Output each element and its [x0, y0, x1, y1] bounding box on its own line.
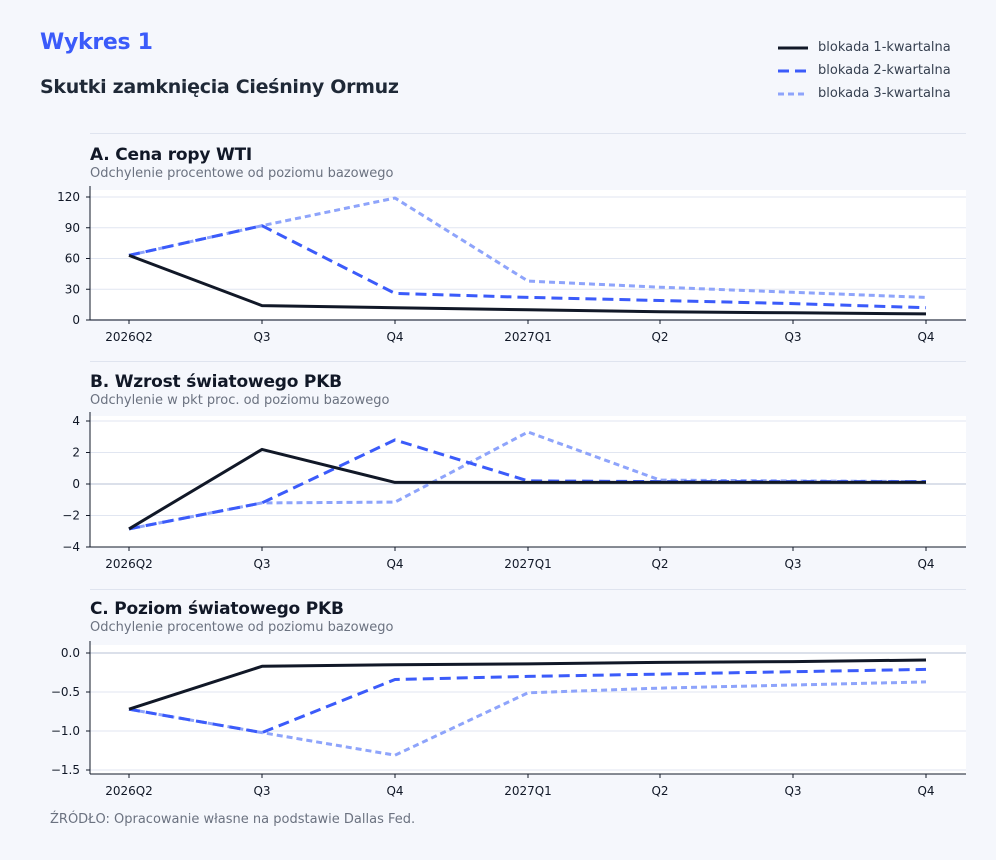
- series-line-3q: [128, 196, 927, 299]
- x-tick-label: 2026Q2: [105, 784, 153, 798]
- x-tick-label: Q4: [386, 784, 403, 798]
- legend-label: blokada 2-kwartalna: [818, 63, 951, 78]
- divider: [90, 133, 966, 134]
- x-tick-label: Q3: [784, 557, 801, 571]
- y-tick-label: 90: [65, 221, 80, 235]
- x-tick-label: 2027Q1: [504, 557, 552, 571]
- legend-item-3q: blokada 3-kwartalna: [776, 82, 951, 105]
- legend-label: blokada 1-kwartalna: [818, 40, 951, 55]
- y-tick-label: −0.5: [51, 685, 80, 699]
- source-note: ŹRÓDŁO: Opracowanie własne na podstawie …: [50, 812, 416, 827]
- x-tick-label: Q4: [386, 330, 403, 344]
- y-tick-label: −4: [62, 540, 80, 554]
- figure-title: Skutki zamknięcia Cieśniny Ormuz: [40, 76, 399, 98]
- y-tick-label: 0: [72, 477, 80, 491]
- plot-area: [90, 190, 966, 320]
- x-tick-label: Q4: [917, 784, 934, 798]
- panel-a-title: A. Cena ropy WTI: [90, 145, 253, 165]
- x-tick-label: Q2: [651, 784, 668, 798]
- y-tick-label: 2: [72, 446, 80, 460]
- y-tick-label: 30: [65, 282, 80, 296]
- series-line-1q: [128, 253, 927, 316]
- figure-label: Wykres 1: [40, 30, 153, 55]
- x-tick-label: Q3: [253, 557, 270, 571]
- y-tick-label: 0.0: [61, 646, 80, 660]
- panel-c-subtitle: Odchylenie procentowe od poziomu bazoweg…: [90, 620, 394, 635]
- legend-item-2q: blokada 2-kwartalna: [776, 59, 951, 82]
- x-tick-label: Q3: [784, 330, 801, 344]
- series-line-2q: [128, 224, 927, 310]
- series-line-3q: [128, 680, 927, 757]
- x-tick-label: Q4: [386, 557, 403, 571]
- series-line-1q: [128, 658, 927, 711]
- divider: [90, 589, 966, 590]
- y-tick-label: 4: [72, 414, 80, 428]
- x-tick-label: Q3: [253, 330, 270, 344]
- divider: [90, 361, 966, 362]
- y-tick-label: 120: [57, 190, 80, 204]
- y-tick-label: −1.5: [51, 763, 80, 777]
- legend: blokada 1-kwartalna blokada 2-kwartalna …: [776, 36, 951, 105]
- series-line-2q: [128, 667, 927, 735]
- panel-b-title: B. Wzrost światowego PKB: [90, 372, 342, 392]
- plot-area: [90, 645, 966, 774]
- x-tick-label: Q4: [917, 557, 934, 571]
- panel-c-title: C. Poziom światowego PKB: [90, 599, 344, 619]
- series-line-1q: [128, 447, 926, 531]
- x-tick-label: Q3: [253, 784, 270, 798]
- legend-label: blokada 3-kwartalna: [818, 86, 951, 101]
- y-tick-label: 0: [72, 313, 80, 327]
- x-tick-label: Q2: [651, 557, 668, 571]
- y-tick-label: −1.0: [51, 724, 80, 738]
- panel-a-subtitle: Odchylenie procentowe od poziomu bazoweg…: [90, 166, 394, 181]
- x-tick-label: Q3: [784, 784, 801, 798]
- x-tick-label: 2027Q1: [504, 784, 552, 798]
- y-tick-label: −2: [62, 509, 80, 523]
- x-tick-label: 2027Q1: [504, 330, 552, 344]
- legend-swatch-solid: [778, 46, 808, 49]
- x-tick-label: Q4: [917, 330, 934, 344]
- panel-b-subtitle: Odchylenie w pkt proc. od poziomu bazowe…: [90, 393, 390, 408]
- legend-item-1q: blokada 1-kwartalna: [776, 36, 951, 59]
- y-tick-label: 60: [65, 252, 80, 266]
- x-tick-label: 2026Q2: [105, 330, 153, 344]
- x-tick-label: 2026Q2: [105, 557, 153, 571]
- x-tick-label: Q2: [651, 330, 668, 344]
- legend-swatch-dotted: [778, 92, 808, 95]
- legend-swatch-dashed: [778, 69, 808, 72]
